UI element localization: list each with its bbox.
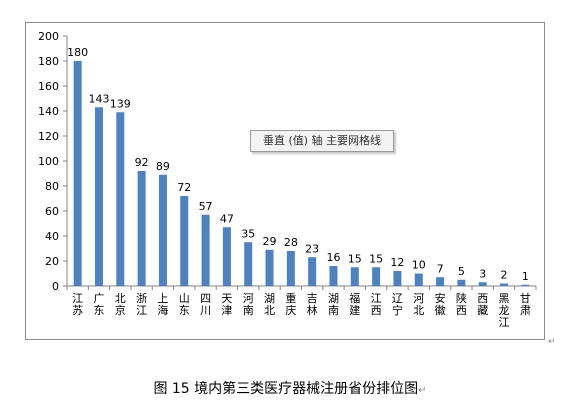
x-tick-label: 天津 <box>221 292 232 317</box>
x-tick-label: 陕西 <box>456 291 467 317</box>
data-label: 5 <box>458 265 465 278</box>
bar <box>180 196 189 286</box>
x-tick-label: 上海 <box>157 292 168 317</box>
x-tick-label: 湖南 <box>328 292 339 317</box>
data-label: 10 <box>412 259 426 272</box>
bar <box>372 267 381 286</box>
data-label: 16 <box>326 251 340 264</box>
y-tick-label: 140 <box>38 105 59 118</box>
bar <box>500 283 509 286</box>
data-label: 143 <box>88 92 109 105</box>
x-tick-label: 甘肃 <box>520 292 531 317</box>
x-tick-label: 广东 <box>93 292 104 317</box>
caption-paragraph-mark-icon: ↵ <box>418 385 427 396</box>
data-label: 15 <box>369 252 383 265</box>
bar <box>222 227 231 286</box>
y-tick-label: 0 <box>52 280 59 293</box>
bar <box>350 267 359 286</box>
data-label: 29 <box>263 235 277 248</box>
bar <box>201 214 210 286</box>
chart-frame: 0 20 40 60 80 100 120 140 160 180 200 180 江苏 143 广东 139… <box>25 22 545 340</box>
bar <box>457 279 466 286</box>
figure-caption: 图 15 境内第三类医疗器械注册省份排位图↵ <box>0 378 580 398</box>
data-label: 7 <box>437 262 444 275</box>
y-tick-label: 100 <box>38 155 59 168</box>
y-tick-label: 80 <box>45 180 59 193</box>
x-tick-label: 福建 <box>349 291 360 317</box>
data-label: 89 <box>156 160 170 173</box>
x-tick-label: 江西 <box>371 292 382 317</box>
y-tick-label: 180 <box>38 55 59 68</box>
x-tick-label: 黑龙江 <box>499 292 510 329</box>
bar <box>94 107 103 286</box>
data-label: 15 <box>348 252 362 265</box>
data-label: 1 <box>522 270 529 283</box>
data-label: 92 <box>135 156 149 169</box>
x-tick-label: 河北 <box>413 292 424 317</box>
x-tick-label: 北京 <box>115 292 126 317</box>
bar <box>116 112 125 286</box>
data-label: 12 <box>390 256 404 269</box>
y-tick-label: 160 <box>38 80 59 93</box>
x-tick-label: 山东 <box>179 292 190 317</box>
y-tick-label: 40 <box>45 230 59 243</box>
data-label: 139 <box>110 97 131 110</box>
bar-chart: 020406080100120140160180200180江苏143广东139… <box>38 30 537 329</box>
bar <box>329 266 338 286</box>
x-tick-label: 江苏 <box>72 292 83 317</box>
y-tick-label: 20 <box>45 255 59 268</box>
x-tick-label: 吉林 <box>307 292 318 317</box>
y-tick-label: 120 <box>38 130 59 143</box>
x-tick-label: 辽宁 <box>392 292 403 317</box>
bar <box>414 273 423 286</box>
bar <box>265 249 274 286</box>
data-label: 23 <box>305 242 319 255</box>
bar <box>73 61 82 286</box>
bar <box>521 284 530 286</box>
x-tick-label: 四川 <box>200 292 211 317</box>
caption-text: 图 15 境内第三类医疗器械注册省份排位图 <box>153 381 419 397</box>
data-label: 35 <box>241 227 255 240</box>
bar <box>244 242 253 286</box>
x-tick-label: 湖北 <box>264 292 275 317</box>
data-label: 180 <box>67 46 88 59</box>
data-label: 47 <box>220 212 234 225</box>
bar <box>286 251 295 286</box>
bar <box>393 271 402 286</box>
data-label: 72 <box>177 181 191 194</box>
x-tick-label: 浙江 <box>136 292 147 317</box>
data-label: 28 <box>284 236 298 249</box>
data-label: 3 <box>479 267 486 280</box>
bar <box>137 171 146 286</box>
gridline-tooltip: 垂直 (值) 轴 主要网格线 <box>250 130 394 152</box>
x-tick-label: 重庆 <box>285 291 296 317</box>
paragraph-mark-icon: ↵ <box>548 337 556 347</box>
x-tick-label: 安徽 <box>435 291 446 317</box>
x-tick-label: 西藏 <box>477 292 488 317</box>
data-label: 2 <box>501 269 508 282</box>
y-tick-label: 200 <box>38 30 59 43</box>
bar <box>478 282 487 286</box>
data-label: 57 <box>199 200 213 213</box>
bar <box>308 257 317 286</box>
bar <box>436 277 445 286</box>
bar <box>158 174 167 286</box>
y-tick-label: 60 <box>45 205 59 218</box>
x-tick-label: 河南 <box>243 292 254 317</box>
